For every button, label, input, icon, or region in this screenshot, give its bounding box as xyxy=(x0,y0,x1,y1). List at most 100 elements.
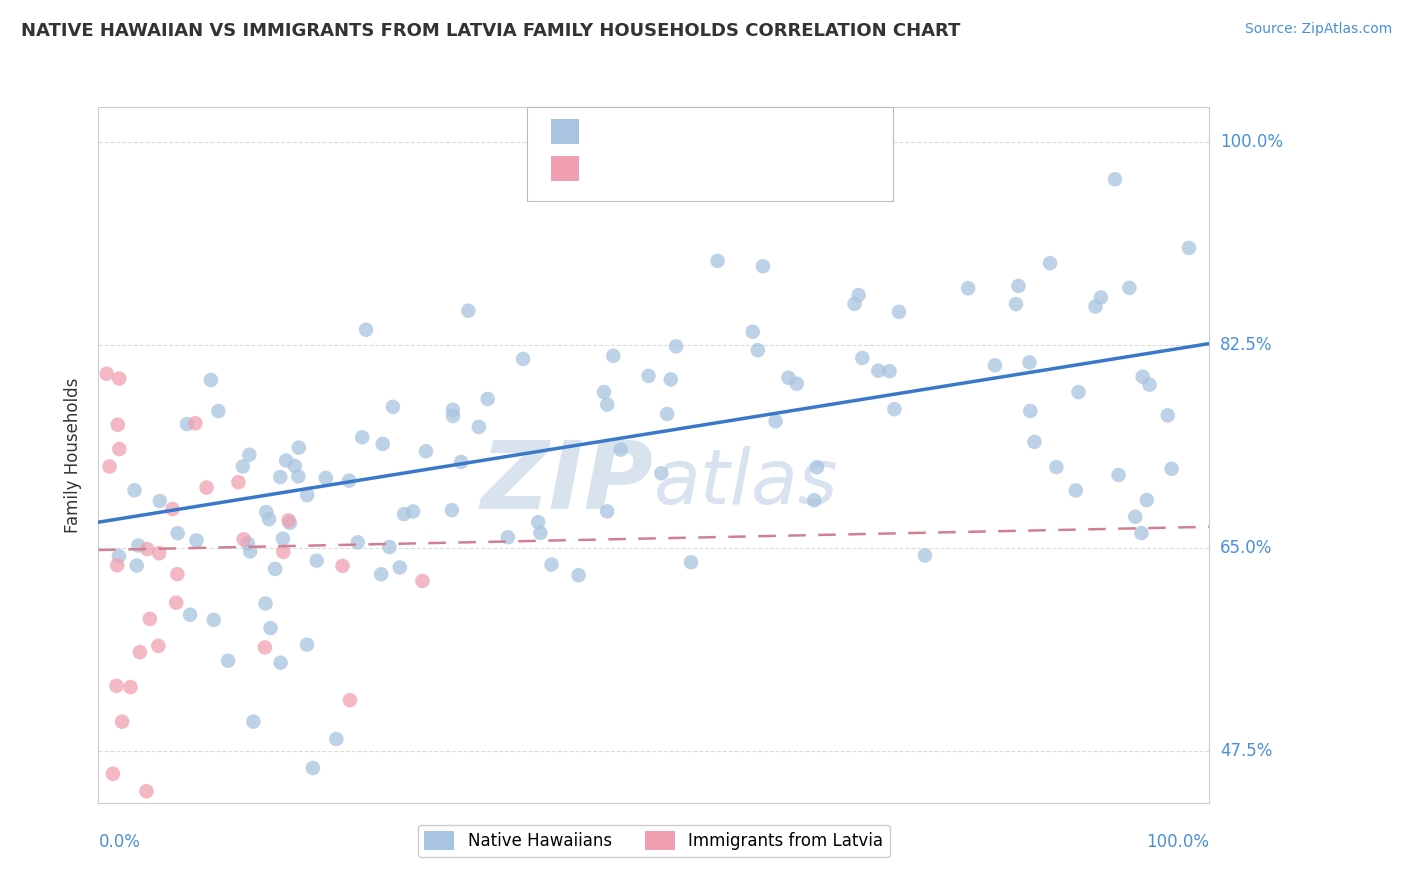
Text: R =: R = xyxy=(591,160,630,178)
Point xyxy=(1019,404,1042,418)
Point xyxy=(868,364,890,378)
Point xyxy=(295,488,318,502)
Point xyxy=(1084,300,1107,314)
Point xyxy=(238,448,260,462)
Point xyxy=(149,494,172,508)
Point xyxy=(1024,434,1046,449)
Point xyxy=(381,400,404,414)
Point xyxy=(305,554,328,568)
Point xyxy=(848,288,870,302)
Point xyxy=(276,453,298,467)
Text: N =: N = xyxy=(692,122,744,140)
Point xyxy=(315,471,337,485)
Point xyxy=(440,503,463,517)
Point xyxy=(1118,281,1140,295)
Point xyxy=(752,259,775,273)
Point xyxy=(253,640,276,655)
Point xyxy=(529,525,551,540)
Point xyxy=(302,761,325,775)
Point xyxy=(1039,256,1062,270)
Text: ZIP: ZIP xyxy=(481,437,654,529)
Text: 0.043: 0.043 xyxy=(621,160,672,178)
Point xyxy=(844,297,866,311)
Text: atlas: atlas xyxy=(654,446,838,520)
Point xyxy=(277,513,299,527)
Point xyxy=(165,596,187,610)
Point xyxy=(957,281,980,295)
Point xyxy=(665,339,688,353)
Point xyxy=(392,507,415,521)
Text: 100.0%: 100.0% xyxy=(1146,833,1209,851)
Point xyxy=(786,376,808,391)
Point xyxy=(120,680,142,694)
Point xyxy=(806,460,828,475)
Point xyxy=(609,442,631,457)
Point xyxy=(371,437,394,451)
Point xyxy=(96,367,118,381)
Point xyxy=(166,567,188,582)
Point xyxy=(602,349,624,363)
Text: 0.309: 0.309 xyxy=(621,122,672,140)
Point xyxy=(202,613,225,627)
Point xyxy=(402,504,425,518)
Point xyxy=(657,407,679,421)
Point xyxy=(1108,468,1130,483)
Point xyxy=(125,558,148,573)
Point xyxy=(411,574,433,588)
Point xyxy=(136,542,159,557)
Text: N =: N = xyxy=(692,160,744,178)
Text: 82.5%: 82.5% xyxy=(1220,335,1272,354)
Point xyxy=(1157,409,1180,423)
Point xyxy=(107,417,129,432)
Point xyxy=(346,535,368,549)
Point xyxy=(228,475,250,490)
Point xyxy=(271,532,294,546)
Point xyxy=(1132,369,1154,384)
Point xyxy=(184,417,207,431)
Text: 114: 114 xyxy=(731,122,765,140)
Point xyxy=(596,398,619,412)
Point xyxy=(239,544,262,558)
Point xyxy=(378,540,401,554)
Point xyxy=(108,442,131,456)
Point xyxy=(1018,355,1040,369)
Point xyxy=(325,731,347,746)
Point xyxy=(496,530,519,544)
Point xyxy=(596,504,619,518)
Point xyxy=(352,430,374,444)
Point xyxy=(1104,172,1126,186)
Text: 47.5%: 47.5% xyxy=(1220,741,1272,760)
Point xyxy=(441,409,464,423)
Text: Source: ZipAtlas.com: Source: ZipAtlas.com xyxy=(1244,22,1392,37)
Point xyxy=(101,766,124,781)
Point xyxy=(288,441,311,455)
Point xyxy=(284,458,307,473)
Point xyxy=(166,526,188,541)
Point xyxy=(127,539,149,553)
Point xyxy=(105,679,128,693)
Point xyxy=(1067,385,1090,400)
Point xyxy=(269,470,291,484)
Point xyxy=(278,516,301,530)
Point xyxy=(1160,462,1182,476)
Point xyxy=(883,402,905,417)
Text: NATIVE HAWAIIAN VS IMMIGRANTS FROM LATVIA FAMILY HOUSEHOLDS CORRELATION CHART: NATIVE HAWAIIAN VS IMMIGRANTS FROM LATVI… xyxy=(21,22,960,40)
Point xyxy=(1064,483,1087,498)
Point xyxy=(1178,241,1201,255)
Point xyxy=(747,343,769,358)
Point xyxy=(593,385,616,400)
Point xyxy=(207,404,229,418)
Point xyxy=(108,549,131,564)
Point xyxy=(257,512,280,526)
Point xyxy=(1005,297,1028,311)
Point xyxy=(1139,377,1161,392)
Point xyxy=(179,607,201,622)
Point xyxy=(1090,290,1112,304)
Point xyxy=(457,303,479,318)
Point xyxy=(332,558,354,573)
Point xyxy=(765,414,787,428)
Point xyxy=(271,545,294,559)
Point xyxy=(650,467,672,481)
Point xyxy=(914,549,936,563)
Point xyxy=(217,654,239,668)
